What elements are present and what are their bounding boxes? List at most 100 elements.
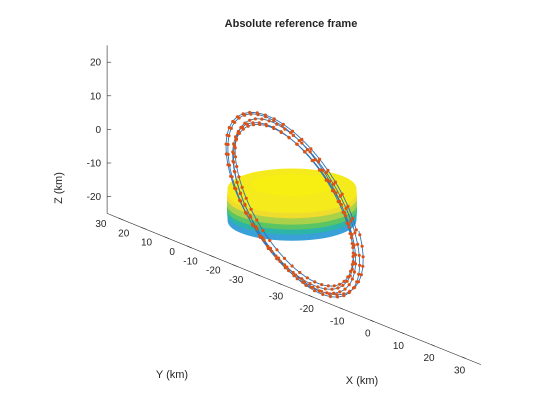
orbit-marker [325,178,329,182]
orbit-marker [353,231,357,235]
orbit-marker [332,291,336,295]
orbit-marker [349,236,354,240]
orbit-marker [346,275,350,279]
orbit-marker [361,255,365,259]
orbit-marker [327,292,332,296]
orbit-marker [249,112,253,116]
orbit-marker [243,202,247,206]
x-tick-mark [461,356,466,359]
orbit-marker [258,235,262,239]
x-tick-mark [400,332,405,335]
orbit-marker [347,225,351,229]
orbit-marker [300,137,304,141]
orbit-marker [324,171,328,175]
orbit-marker [338,282,342,286]
orbit-marker [237,131,241,135]
orbit-marker [339,202,343,207]
orbit-marker [229,126,233,130]
x-tick-label: 10 [393,341,405,352]
orbit-marker [328,294,333,299]
orbit-marker [343,287,347,291]
orbit-marker [226,142,230,147]
orbit-marker [244,211,248,216]
y-tick-label: -30 [229,275,244,286]
orbit-marker [287,269,291,273]
orbit-marker [287,136,291,140]
orbit-marker [227,163,232,167]
orbit-marker [308,282,312,286]
orbit-marker [239,125,243,130]
orbit-marker [291,133,295,137]
orbit-marker [302,280,306,284]
orbit-marker [274,254,278,258]
orbit-marker [353,262,358,266]
orbit-marker [332,182,336,186]
orbit-marker [348,289,352,293]
y-tick-mark [163,236,170,239]
orbit-marker [336,286,340,290]
z-tick-label: -20 [87,192,102,203]
orbit-marker [309,147,313,151]
orbit-marker [295,277,299,281]
y-tick-label: 0 [169,247,175,258]
orbit-marker [318,157,322,161]
orbit-marker [298,270,302,275]
orbit-marker [235,180,239,184]
orbit-marker [275,248,279,252]
orbit-marker [253,117,257,121]
x-tick-label: -20 [299,304,314,315]
orbit-marker [332,284,336,288]
orbit-marker [289,131,293,135]
orbit-marker [232,160,236,164]
orbit-marker [347,283,351,287]
orbit-marker [348,274,352,278]
orbit-marker [357,272,361,276]
orbit-marker [243,113,247,117]
orbit-marker [323,287,327,291]
orbit-marker [352,270,357,274]
z-ticks: -20 -10 0 10 20 [87,58,112,203]
orbit-marker [360,244,364,248]
orbit-marker [342,279,346,283]
orbit-marker [311,158,315,162]
orbit-marker [335,293,339,297]
orbit-marker [246,124,250,128]
orbit-marker [320,283,324,287]
orbit-marker [267,119,271,123]
x-tick-mark [370,319,374,322]
orbit-marker [264,115,268,119]
orbit-marker [349,219,353,223]
orbit-marker [340,192,344,196]
y-tick-mark [209,254,215,258]
orbit-marker [345,279,349,283]
orbit-marker [313,158,317,162]
orbit-marker [350,262,354,267]
orbit-marker [349,269,353,273]
orbit-trajectory [224,110,365,299]
orbit-marker [341,283,345,287]
orbit-marker [232,151,236,156]
orbit-marker [325,291,329,295]
orbit-marker [272,126,276,131]
orbit-marker [359,273,363,277]
orbit-marker [342,292,346,296]
orbit-marker [232,144,237,148]
orbit-marker [316,285,320,289]
y-tick-mark [141,227,147,230]
orbit-marker [270,249,274,253]
y-tick-label: -10 [183,256,198,267]
orbit-marker [283,263,287,267]
orbit-marker [261,228,265,233]
orbit-marker [353,285,357,289]
orbit-marker [256,113,260,117]
orbit-marker [294,273,298,277]
orbit-marker [248,118,252,122]
orbit-marker [244,196,248,200]
x-tick-mark [339,307,344,310]
orbit-marker [318,168,322,172]
orbit-marker [344,206,348,211]
orbit-marker [328,179,332,183]
orbit-marker [268,246,273,250]
orbit-marker [350,233,354,237]
